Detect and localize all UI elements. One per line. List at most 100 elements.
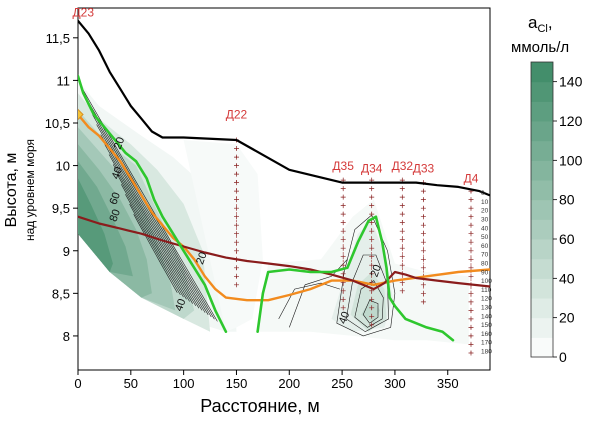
colorbar-title-sub: Cl [537,23,547,35]
sample-mark [468,256,474,262]
sample-mark [420,188,426,194]
sample-mark [399,186,405,192]
sample-mark [468,205,474,211]
sample-mark [468,265,474,271]
contour-label-3: 80 [108,208,123,224]
sample-mark [234,231,239,237]
sample-mark [234,239,239,245]
well-label-6: Д4 [464,172,479,186]
depth-label: 20 [481,208,489,215]
colorbar-ticks: 0 20 40 60 80 100 120 140 [553,74,583,365]
sample-mark [369,313,375,319]
x-tick-label: 0 [74,376,81,391]
depth-label: 180 [481,349,492,356]
sample-mark [420,231,426,237]
sample-mark [234,214,239,220]
series-line-ground-surface [78,19,490,197]
sample-mark [340,237,346,243]
depth-label: 10 [481,199,489,206]
sample-mark [468,214,474,220]
depth-label: 100 [481,278,492,285]
sample-mark [420,214,426,220]
contour-line-left-7 [108,154,197,307]
sample-mark [420,205,426,211]
depth-label: 150 [481,322,492,329]
depth-label: 50 [481,234,489,241]
colorbar-step [531,317,553,338]
depth-label: 120 [481,296,492,303]
sample-mark [369,296,375,302]
sample-mark [234,188,239,194]
sample-mark [468,231,474,237]
contour-line-left-8 [112,164,193,304]
sample-mark [468,197,474,203]
contour-label-0: 20 [112,135,127,151]
y-axis-title: Высота, м [3,153,20,228]
sample-mark [234,248,239,254]
sample-mark [420,256,426,262]
x-axis-title: Расстояние, м [200,396,320,416]
contour-label-7: 40 [337,310,352,326]
sample-mark [340,296,346,302]
contour-line-left-13 [133,214,178,293]
sample-mark [234,180,239,186]
y-tick-label: 11 [57,73,71,88]
colorbar-step [531,258,553,279]
sample-mark [420,222,426,228]
colorbar-step [531,239,553,260]
contour-line-right-1 [345,254,389,333]
sample-mark [420,299,426,305]
contour-label-1: 40 [110,165,125,181]
series-line-green-right [256,215,455,342]
contour-label-4: 20 [194,250,209,266]
series-line-orange-line [78,113,490,302]
sample-mark [468,248,474,254]
colorbar-title-suffix: , [548,13,553,32]
colorbar-blocks [531,62,553,358]
sample-mark [340,211,346,217]
y-tick-label: 10 [56,159,70,174]
depth-label: 110 [481,287,492,294]
colorbar-step [531,199,553,220]
sample-mark [234,146,239,151]
depth-label: 130 [481,305,492,312]
contour-line-left-11 [125,194,184,298]
sample-mark [234,265,239,271]
colorbar-frame [530,61,554,358]
y-tick-label: 9 [63,244,70,259]
colorbar-tick-label: 140 [559,74,583,90]
sample-mark [369,203,375,209]
colorbar-step [531,337,553,358]
sample-mark [234,222,239,228]
y-tick-label: 9,5 [52,201,70,216]
sample-mark [340,203,346,209]
colorbar-tick-label: 40 [559,270,575,286]
colorbar-step [531,160,553,181]
sample-mark [234,163,239,169]
x-tick-label: 300 [384,376,406,391]
contour-band-middle [183,140,263,332]
x-tick-label: 50 [124,376,138,391]
sample-mark [468,299,474,305]
colorbar: aCl, ммоль/л 0 20 40 60 80 100 120 140 [511,13,583,365]
colorbar-tick-label: 60 [559,231,575,247]
sample-mark [340,194,346,200]
colorbar-step [531,62,553,83]
colorbar-step [531,180,553,201]
sample-mark [420,239,426,245]
x-tick-label: 150 [226,376,248,391]
depth-label: 60 [481,243,489,250]
contour-line-right-3 [362,299,379,324]
well-label-layer: Д23 Д22 Д35 Д34 Д32 Д33 Д4 [73,6,479,186]
series-line-dark-red-line [78,215,490,291]
colorbar-step [531,140,553,161]
sample-mark [420,282,426,288]
well-label-3: Д34 [361,161,383,175]
contour-label-5: 40 [173,297,188,313]
sample-mark [234,197,239,203]
sample-mark [468,341,474,347]
sample-mark [340,220,346,226]
contour-line-left-6 [104,144,200,309]
sample-mark [234,282,239,288]
